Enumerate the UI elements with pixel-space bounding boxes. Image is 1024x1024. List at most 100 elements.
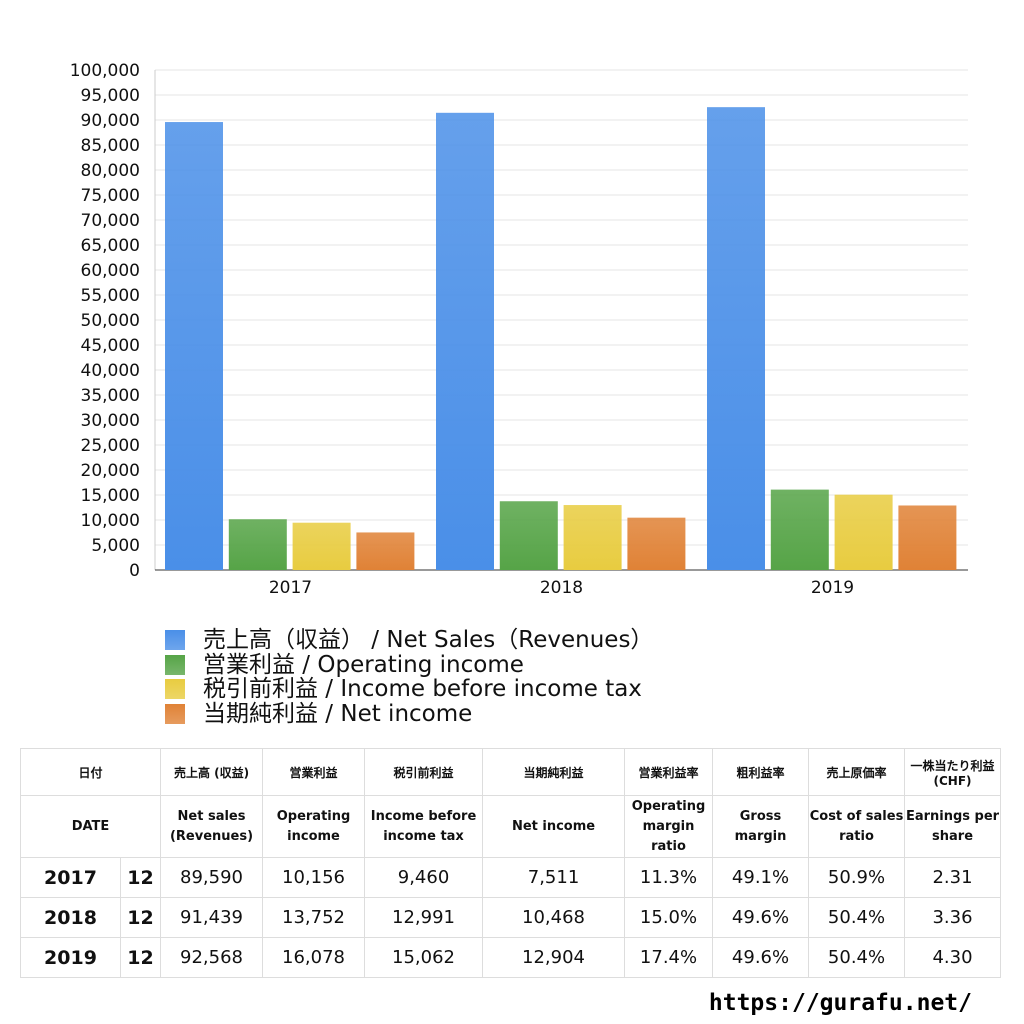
legend-swatch <box>165 703 185 724</box>
legend-item: 税引前利益 / Income before income tax <box>165 677 653 702</box>
table-cell: 13,752 <box>262 897 366 938</box>
header-cell: 当期純利益 <box>482 748 626 796</box>
header-cell: 一株当たり利益 (CHF) <box>904 748 1002 796</box>
table-cell: 9,460 <box>364 857 484 898</box>
legend-item: 当期純利益 / Net income <box>165 700 653 727</box>
table-cell: 2.31 <box>904 857 1002 898</box>
table-cell: 15.0% <box>624 897 714 938</box>
header-cell: Operating margin ratio <box>624 795 714 858</box>
site-url: https://gurafu.net/ <box>708 990 972 1016</box>
header-cell: 売上原価率 <box>808 748 906 796</box>
table-cell: 49.1% <box>712 857 810 898</box>
y-tick-label: 65,000 <box>81 236 140 256</box>
y-tick-label: 5,000 <box>91 536 140 556</box>
bar-2018-series-1 <box>499 501 558 570</box>
header-cell: Income before income tax <box>364 795 484 858</box>
y-tick-label: 0 <box>129 561 140 581</box>
bar-2019-series-3 <box>898 505 957 570</box>
y-tick-label: 35,000 <box>81 386 140 406</box>
header-cell: Cost of sales ratio <box>808 795 906 858</box>
y-tick-label: 30,000 <box>81 411 140 431</box>
table-cell: 2019 <box>20 937 121 978</box>
legend-swatch <box>165 630 185 651</box>
legend-swatch <box>165 654 185 675</box>
y-tick-label: 80,000 <box>81 161 140 181</box>
legend-label: 営業利益 / Operating income <box>203 651 524 678</box>
table-row: 2018 12 91,439 13,752 12,991 10,468 15.0% 49.6%… <box>20 897 1002 938</box>
table-cell: 12 <box>119 937 162 978</box>
bar-2019-series-0 <box>707 107 765 570</box>
table-cell: 91,439 <box>160 897 264 938</box>
table-cell: 50.4% <box>808 897 906 938</box>
table-cell: 92,568 <box>160 937 264 978</box>
table-cell: 12,991 <box>364 897 484 938</box>
bar-2017-series-2 <box>292 522 351 570</box>
header-cell: Earnings per share <box>904 795 1002 858</box>
table-cell: 2018 <box>20 897 121 938</box>
bar-2017-series-0 <box>165 122 223 571</box>
bar-2018-series-2 <box>563 505 622 570</box>
header-cell: Gross margin <box>712 795 810 858</box>
y-tick-label: 10,000 <box>81 511 140 531</box>
table-cell: 2017 <box>20 857 121 898</box>
legend-item: 売上高（収益） / Net Sales（Revenues） <box>165 628 653 653</box>
y-tick-label: 45,000 <box>81 336 140 356</box>
legend-label: 売上高（収益） / Net Sales（Revenues） <box>203 627 654 653</box>
table-row: 2017 12 89,590 10,156 9,460 7,511 11.3% 49.1% 50… <box>20 857 1002 898</box>
table-cell: 10,156 <box>262 857 366 898</box>
x-tick-label: 2018 <box>540 578 583 598</box>
table-cell: 50.4% <box>808 937 906 978</box>
y-tick-label: 85,000 <box>81 136 140 156</box>
table-cell: 12 <box>119 857 162 898</box>
header-cell: 日付 <box>19 748 162 796</box>
y-tick-label: 15,000 <box>81 486 140 506</box>
bar-2017-series-1 <box>228 519 287 570</box>
legend-label: 当期純利益 / Net income <box>203 700 473 727</box>
header-row-en: DATE Net sales (Revenues) Operating income… <box>19 795 1002 858</box>
table-cell: 50.9% <box>808 857 906 898</box>
table-cell: 12,904 <box>482 937 626 978</box>
legend-item: 営業利益 / Operating income <box>165 651 653 678</box>
header-cell: 売上高 (収益) <box>160 748 264 796</box>
table-cell: 10,468 <box>482 897 626 938</box>
bar-chart: 0 5,000 10,000 15,000 20,000 25,000 30,000 35,0… <box>70 61 968 598</box>
table-cell: 15,062 <box>364 937 484 978</box>
x-tick-label: 2019 <box>811 578 854 598</box>
table-cell: 49.6% <box>712 897 810 938</box>
table-cell: 7,511 <box>482 857 626 898</box>
y-tick-label: 60,000 <box>81 261 140 281</box>
table-cell: 49.6% <box>712 937 810 978</box>
financial-table: 日付 売上高 (収益) 営業利益 税引前利益 当期純利益 営業利益率 粗利益率 売上原価率 一株… <box>19 748 1002 978</box>
header-cell: 粗利益率 <box>712 748 810 796</box>
table-cell: 11.3% <box>624 857 714 898</box>
table-cell: 17.4% <box>624 937 714 978</box>
bar-2019-series-2 <box>834 494 893 570</box>
legend-label: 税引前利益 / Income before income tax <box>203 676 642 702</box>
table-cell: 89,590 <box>160 857 264 898</box>
y-tick-label: 20,000 <box>81 461 140 481</box>
y-tick-label: 100,000 <box>70 61 140 81</box>
x-tick-label: 2017 <box>269 578 312 598</box>
header-cell: 営業利益 <box>262 748 366 796</box>
bar-2018-series-0 <box>436 112 494 571</box>
y-tick-label: 40,000 <box>81 361 140 381</box>
header-cell: Net income <box>482 795 626 858</box>
y-tick-label: 75,000 <box>81 186 140 206</box>
legend: 売上高（収益） / Net Sales（Revenues） 営業利益 / Oper… <box>165 628 653 726</box>
y-tick-label: 25,000 <box>81 436 140 456</box>
header-cell: DATE <box>19 795 162 858</box>
y-tick-label: 50,000 <box>81 311 140 331</box>
bar-2019-series-1 <box>770 489 829 570</box>
header-row-jp: 日付 売上高 (収益) 営業利益 税引前利益 当期純利益 営業利益率 粗利益率 売上原価率 一株… <box>19 748 1002 796</box>
table-row: 2019 12 92,568 16,078 15,062 12,904 17.4% 49.6%… <box>20 937 1002 978</box>
bar-2018-series-3 <box>627 517 686 570</box>
y-tick-label: 95,000 <box>81 86 140 106</box>
legend-swatch <box>165 679 185 700</box>
table-cell: 16,078 <box>262 937 366 978</box>
table-cell: 3.36 <box>904 897 1002 938</box>
bar-2017-series-3 <box>356 532 415 570</box>
table-cell: 4.30 <box>904 937 1002 978</box>
header-cell: Net sales (Revenues) <box>160 795 264 858</box>
y-tick-label: 70,000 <box>81 211 140 231</box>
